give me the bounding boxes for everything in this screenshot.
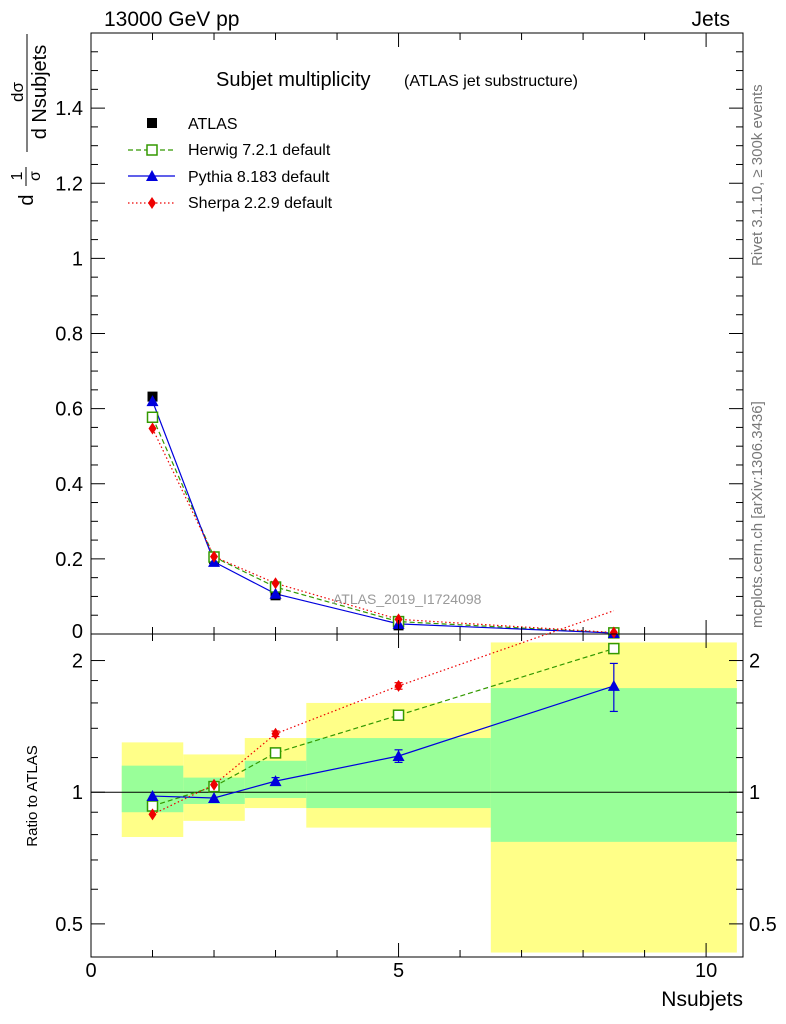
ratio-point-pythia	[392, 750, 405, 762]
ratio-point-pythia	[146, 790, 159, 802]
legend-marker-atlas	[147, 118, 157, 128]
main-point-sherpa	[609, 626, 618, 639]
ratio-series	[146, 610, 620, 821]
x-tick-label: 0	[85, 960, 96, 982]
x-tick-label: 10	[695, 960, 717, 982]
ratio-y-tick-label: 0.5	[55, 914, 83, 936]
ratio-point-herwig	[608, 642, 620, 655]
main-point-sherpa	[271, 577, 280, 590]
main-y-tick-label: 0.4	[55, 474, 83, 496]
ratio-point-herwig	[392, 709, 405, 721]
main-y-ticks: 0.2 0.4 0.6 0.8 1 1.2 1.4 0	[55, 51, 743, 643]
ratio-point-pythia	[607, 679, 620, 691]
header-right: Jets	[691, 8, 730, 31]
ylabel-dsigma: dσ	[8, 82, 27, 102]
main-y-axis-label: d 1 σ dσ d Nsubjets	[8, 34, 51, 206]
ylabel-prefix: d	[16, 194, 38, 205]
ratio-plot-frame	[90, 633, 744, 958]
ylabel-sigma: σ	[27, 171, 44, 181]
plot-title: Subjet multiplicity	[216, 69, 371, 91]
plot-subtitle: (ATLAS jet substructure)	[404, 73, 578, 90]
ylabel-one: 1	[9, 171, 26, 180]
ratio-uncertainty-bands	[121, 642, 737, 953]
legend: ATLAS Herwig 7.2.1 default Pythia 8.183 …	[128, 116, 333, 212]
ratio-y-tick-label: 1	[72, 782, 83, 804]
main-series	[146, 391, 620, 639]
ratio-point-sherpa	[210, 778, 219, 791]
ratio-point-pythia	[269, 775, 282, 787]
ratio-y-ticks: 0.5 0.5 1 1 2 2	[55, 651, 777, 936]
ratio-y-tick-label-right: 2	[749, 651, 760, 673]
ratio-point-herwig	[269, 747, 282, 759]
x-tick-label: 5	[393, 960, 404, 982]
main-y-tick-label: 1.2	[55, 173, 83, 195]
x-axis-label: Nsubjets	[661, 988, 743, 1011]
legend-label-pythia: Pythia 8.183 default	[188, 169, 330, 186]
header-left: 13000 GeV pp	[104, 8, 240, 31]
main-point-pythia	[269, 587, 282, 599]
main-point-sherpa	[394, 613, 403, 626]
mcplots-info-label: mcplots.cern.ch [arXiv:1306.3436]	[749, 401, 766, 628]
ratio-y-tick-label-right: 1	[749, 782, 760, 804]
legend-marker-pythia	[146, 170, 158, 181]
ratio-point-sherpa	[271, 727, 280, 740]
main-point-sherpa	[210, 550, 219, 563]
analysis-watermark: ATLAS_2019_I1724098	[333, 591, 482, 607]
rivet-info-label: Rivet 3.1.10, ≥ 300k events	[749, 84, 766, 266]
main-y-tick-label: 1.4	[55, 98, 83, 120]
ratio-point-sherpa	[148, 808, 157, 821]
main-y-tick-label: 0.8	[55, 324, 83, 346]
legend-marker-sherpa	[148, 197, 156, 209]
ratio-band-green	[490, 688, 737, 842]
ratio-point-pythia	[208, 792, 221, 804]
ratio-line-herwig	[152, 648, 615, 807]
main-y-tick-label: 1	[72, 248, 83, 270]
legend-label-atlas: ATLAS	[188, 116, 238, 133]
ylabel-dnsubjets: d Nsubjets	[29, 45, 51, 140]
main-line-herwig	[151, 417, 614, 634]
main-y-tick-label: 0.2	[55, 549, 83, 571]
legend-label-sherpa: Sherpa 2.2.9 default	[188, 195, 333, 212]
main-point-sherpa	[148, 422, 157, 435]
ratio-point-sherpa	[394, 679, 403, 692]
ratio-y-tick-label: 2	[72, 651, 83, 673]
ratio-y-tick-label-right: 0.5	[749, 914, 777, 936]
main-y-tick-label: 0.6	[55, 399, 83, 421]
ratio-y-axis-label: Ratio to ATLAS	[24, 745, 41, 846]
legend-marker-herwig	[146, 144, 158, 156]
x-axis-ticks: 0 5 10	[85, 33, 717, 982]
main-y-zero-label: 0	[72, 621, 83, 643]
legend-label-herwig: Herwig 7.2.1 default	[188, 142, 331, 159]
main-point-pythia	[146, 395, 159, 407]
main-point-herwig	[146, 411, 159, 424]
ratio-band-green	[306, 738, 491, 809]
